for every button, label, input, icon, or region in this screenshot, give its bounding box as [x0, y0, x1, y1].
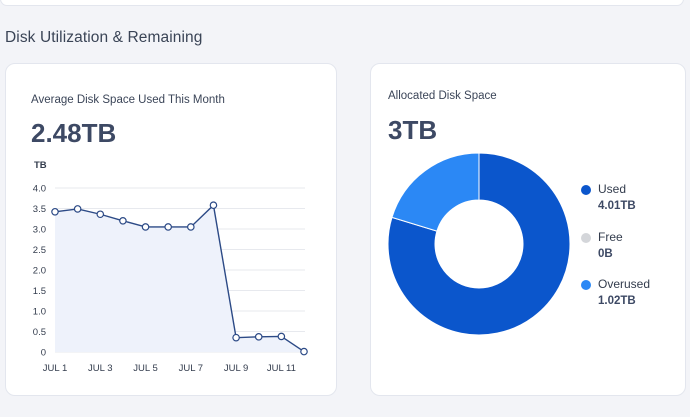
data-point — [277, 332, 286, 341]
y-tick-label: 1.0 — [33, 307, 46, 318]
data-point — [73, 205, 82, 213]
x-tick-label: JUL 5 — [133, 363, 157, 374]
average-disk-value: 2.48TB — [31, 118, 117, 148]
x-tick-label: JUL 1 — [43, 363, 67, 374]
y-tick-label: 2.0 — [33, 266, 46, 277]
data-point — [96, 210, 105, 219]
average-disk-card: Average Disk Space Used This Month 2.48T… — [5, 63, 337, 396]
data-point — [51, 207, 59, 216]
legend-name-free: Free — [598, 230, 623, 244]
top-panel-edge — [0, 0, 684, 6]
disk-usage-line-chart: 0 0.5 1.0 1.5 2.0 2.5 3.0 3.5 4.0 JUL 1 JUL 3 JUL 5… — [33, 184, 308, 374]
y-tick-label: 1.5 — [33, 286, 46, 297]
y-tick-label: 4.0 — [33, 184, 46, 195]
x-tick-label: JUL 7 — [179, 363, 203, 374]
legend-dot-used — [581, 185, 591, 195]
x-tick-label: JUL 11 — [267, 363, 296, 374]
legend-dot-free — [581, 233, 591, 243]
legend-value-overused: 1.02TB — [598, 295, 636, 307]
donut-slice-used[interactable] — [387, 152, 571, 336]
legend-name-overused: Overused — [598, 277, 651, 291]
data-point — [187, 223, 195, 231]
area-fill — [55, 205, 304, 352]
donut-slice-overused[interactable] — [391, 152, 480, 232]
allocated-disk-label: Allocated Disk Space — [388, 90, 497, 102]
x-tick-label: JUL 3 — [88, 363, 112, 374]
legend-value-free: 0B — [598, 248, 613, 260]
y-tick-label: 3.0 — [33, 225, 46, 236]
allocated-disk-card: Allocated Disk Space 3TB Used 4.01TB Fre… — [370, 63, 686, 396]
y-tick-label: 3.5 — [33, 204, 46, 215]
y-tick-label: 0 — [41, 348, 46, 359]
data-point — [254, 333, 263, 341]
legend-dot-overused — [581, 280, 591, 290]
data-point — [300, 347, 308, 356]
x-tick-label: JUL 9 — [224, 363, 248, 374]
y-tick-label: 0.5 — [33, 327, 46, 338]
average-disk-label: Average Disk Space Used This Month — [31, 94, 225, 106]
allocated-disk-value: 3TB — [388, 115, 438, 145]
data-point — [209, 201, 218, 210]
data-point — [119, 217, 127, 225]
section-title: Disk Utilization & Remaining — [5, 29, 203, 46]
legend-name-used: Used — [598, 182, 627, 196]
data-point — [141, 223, 150, 231]
allocated-donut-chart — [387, 152, 571, 336]
y-tick-label: 2.5 — [33, 245, 46, 256]
legend-value-used: 4.01TB — [598, 200, 636, 212]
data-point — [232, 333, 240, 342]
data-point — [164, 223, 172, 231]
y-axis-unit-label: TB — [34, 160, 47, 171]
